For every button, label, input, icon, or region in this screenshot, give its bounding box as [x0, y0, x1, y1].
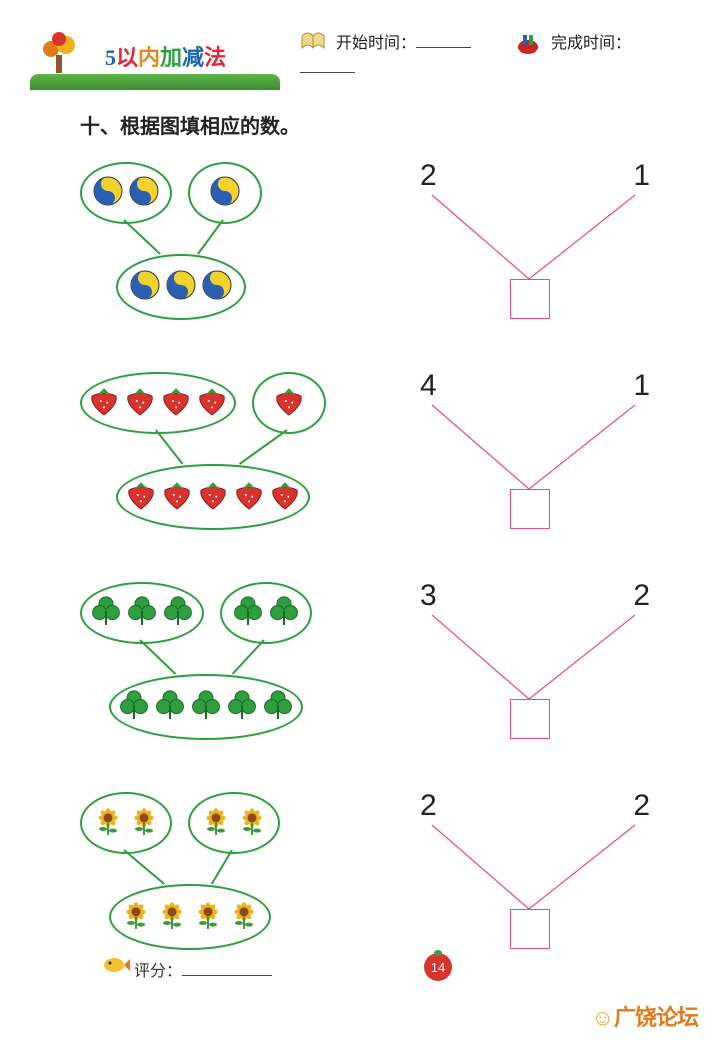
- sunflower-icon: [236, 805, 268, 842]
- fish-icon: [100, 963, 134, 980]
- sunflower-icon: [228, 899, 260, 936]
- sunflower-icon: [200, 805, 232, 842]
- figure-column: [80, 154, 410, 334]
- group-oval-right: [252, 372, 326, 434]
- sunflower-icon: [156, 899, 188, 936]
- clover-icon: [232, 595, 264, 632]
- smile-icon: ☺: [592, 1005, 614, 1030]
- number-column: 4 1: [410, 369, 670, 539]
- strawberry-icon: [125, 479, 157, 516]
- grass-decoration: [30, 74, 280, 90]
- problem-row: 2 2: [80, 779, 724, 969]
- clover-icon: [226, 689, 258, 726]
- bag-icon: [515, 29, 541, 60]
- page-number-badge: 14: [420, 949, 456, 990]
- group-oval-right: [188, 792, 280, 854]
- problem-row: 4 1: [80, 359, 724, 549]
- clover-icon: [90, 595, 122, 632]
- page-header: 5以内加减法 开始时间： 完成时间：: [0, 20, 700, 90]
- figure-column: [80, 784, 410, 964]
- score-blank[interactable]: [182, 975, 272, 976]
- strawberry-icon: [273, 385, 305, 422]
- book-icon: [300, 32, 326, 57]
- strawberry-icon: [197, 479, 229, 516]
- page-number: 14: [431, 960, 445, 975]
- group-oval-left: [80, 792, 172, 854]
- number-column: 3 2: [410, 579, 670, 749]
- group-oval-left: [80, 162, 172, 224]
- group-oval-right: [220, 582, 312, 644]
- start-time-label: 开始时间：: [336, 35, 416, 52]
- title-char: 加: [160, 45, 182, 70]
- clover-icon: [268, 595, 300, 632]
- number-column: 2 1: [410, 159, 670, 329]
- answer-box[interactable]: [510, 489, 550, 529]
- finish-time-label: 完成时间：: [551, 35, 631, 52]
- yin-yang-ball-icon: [209, 175, 241, 212]
- group-oval-sum: [116, 464, 310, 530]
- finish-time-blank[interactable]: [300, 72, 355, 73]
- time-labels: 开始时间： 完成时间：: [300, 29, 700, 78]
- clover-icon: [118, 689, 150, 726]
- clover-icon: [190, 689, 222, 726]
- answer-box[interactable]: [510, 279, 550, 319]
- sunflower-icon: [128, 805, 160, 842]
- group-oval-sum: [109, 884, 271, 950]
- clover-icon: [154, 689, 186, 726]
- strawberry-icon: [88, 385, 120, 422]
- page-title: 5以内加减法: [105, 40, 226, 72]
- yin-yang-ball-icon: [129, 269, 161, 306]
- yin-yang-ball-icon: [165, 269, 197, 306]
- page-footer: 评分： 14: [100, 954, 660, 994]
- strawberry-icon: [124, 385, 156, 422]
- sunflower-icon: [120, 899, 152, 936]
- group-oval-sum: [116, 254, 246, 320]
- sunflower-icon: [92, 805, 124, 842]
- group-oval-right: [188, 162, 262, 224]
- problems-container: 2 1 4 1: [80, 149, 724, 969]
- section-instruction: 十、根据图填相应的数。: [80, 110, 724, 139]
- figure-column: [80, 574, 410, 754]
- group-oval-sum: [109, 674, 303, 740]
- watermark: ☺广饶论坛: [592, 1000, 698, 1032]
- yin-yang-ball-icon: [201, 269, 233, 306]
- title-char: 以: [116, 45, 138, 70]
- start-time-blank[interactable]: [416, 47, 471, 48]
- clover-icon: [126, 595, 158, 632]
- strawberry-icon: [269, 479, 301, 516]
- clover-icon: [262, 689, 294, 726]
- number-column: 2 2: [410, 789, 670, 959]
- title-char: 减: [182, 45, 204, 70]
- yin-yang-ball-icon: [92, 175, 124, 212]
- title-char: 法: [204, 45, 226, 70]
- yin-yang-ball-icon: [128, 175, 160, 212]
- watermark-text: 广饶论坛: [614, 1005, 698, 1030]
- group-oval-left: [80, 582, 204, 644]
- strawberry-icon: [196, 385, 228, 422]
- strawberry-icon: [233, 479, 265, 516]
- clover-icon: [162, 595, 194, 632]
- score-label: 评分：: [134, 963, 182, 980]
- answer-box[interactable]: [510, 699, 550, 739]
- strawberry-icon: [161, 479, 193, 516]
- problem-row: 3 2: [80, 569, 724, 759]
- answer-box[interactable]: [510, 909, 550, 949]
- strawberry-icon: [160, 385, 192, 422]
- problem-row: 2 1: [80, 149, 724, 339]
- tree-icon: [36, 27, 84, 80]
- group-oval-left: [80, 372, 236, 434]
- title-char: 内: [138, 45, 160, 70]
- sunflower-icon: [192, 899, 224, 936]
- figure-column: [80, 364, 410, 544]
- title-char: 5: [105, 45, 116, 70]
